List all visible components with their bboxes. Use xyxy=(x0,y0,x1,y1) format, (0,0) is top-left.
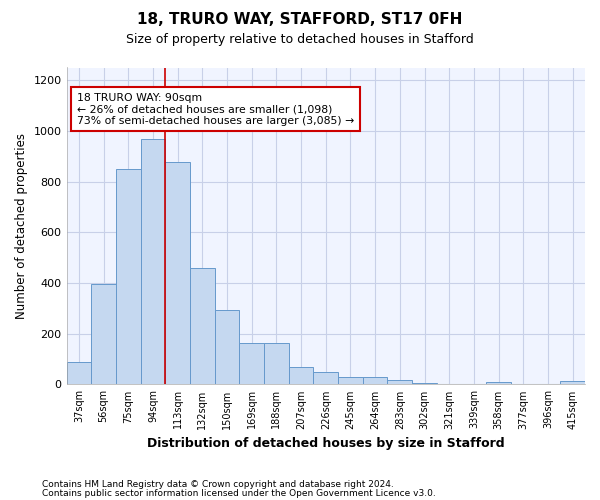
Bar xyxy=(67,362,91,384)
Bar xyxy=(190,268,215,384)
Bar xyxy=(313,372,338,384)
Text: Contains HM Land Registry data © Crown copyright and database right 2024.: Contains HM Land Registry data © Crown c… xyxy=(42,480,394,489)
Text: Size of property relative to detached houses in Stafford: Size of property relative to detached ho… xyxy=(126,32,474,46)
Bar xyxy=(412,383,437,384)
Bar xyxy=(215,310,239,384)
Bar xyxy=(91,284,116,384)
Text: 18, TRURO WAY, STAFFORD, ST17 0FH: 18, TRURO WAY, STAFFORD, ST17 0FH xyxy=(137,12,463,28)
Bar xyxy=(116,170,140,384)
Text: Contains public sector information licensed under the Open Government Licence v3: Contains public sector information licen… xyxy=(42,489,436,498)
Bar xyxy=(388,380,412,384)
Y-axis label: Number of detached properties: Number of detached properties xyxy=(15,133,28,319)
Bar xyxy=(338,377,363,384)
Bar xyxy=(363,378,388,384)
Bar xyxy=(486,382,511,384)
Text: 18 TRURO WAY: 90sqm
← 26% of detached houses are smaller (1,098)
73% of semi-det: 18 TRURO WAY: 90sqm ← 26% of detached ho… xyxy=(77,93,354,126)
Bar xyxy=(264,343,289,384)
Bar xyxy=(165,162,190,384)
Bar xyxy=(289,367,313,384)
Bar xyxy=(140,139,165,384)
X-axis label: Distribution of detached houses by size in Stafford: Distribution of detached houses by size … xyxy=(147,437,505,450)
Bar xyxy=(239,343,264,384)
Bar xyxy=(560,382,585,384)
